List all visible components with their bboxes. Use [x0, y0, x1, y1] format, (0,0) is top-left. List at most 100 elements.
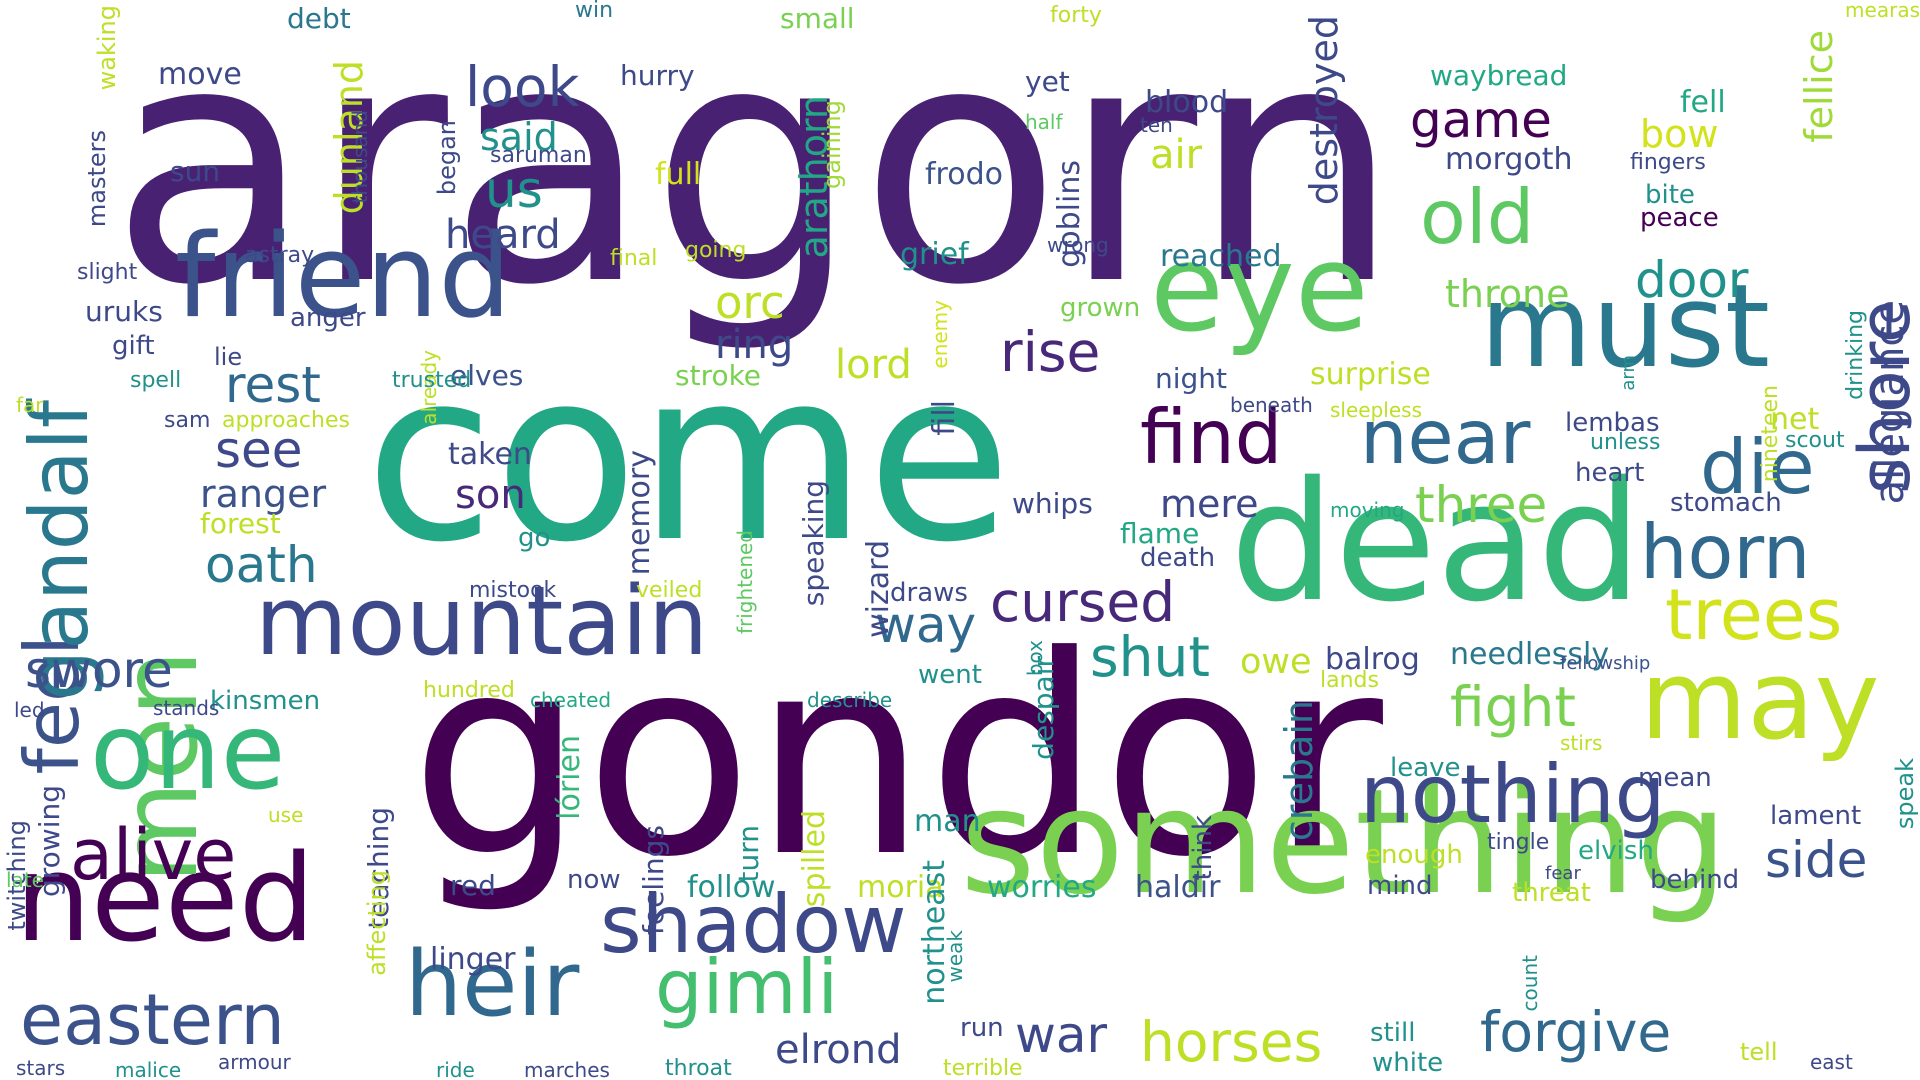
word-waking: waking — [93, 5, 121, 91]
word-think: think — [1188, 815, 1218, 881]
word-stirs: stirs — [1560, 731, 1603, 755]
word-nothing: nothing — [1360, 748, 1666, 841]
word-threat: threat — [1512, 878, 1591, 908]
word-gondor: gondor — [410, 597, 1383, 917]
word-enemy: enemy — [928, 300, 952, 369]
word-peace: peace — [1640, 203, 1719, 233]
word-led: led — [14, 698, 45, 722]
word-approaches: approaches — [222, 408, 350, 433]
word-air: air — [1150, 132, 1203, 178]
word-still: still — [1370, 1018, 1416, 1048]
word-eye: eye — [1150, 220, 1369, 359]
word-fellice: fellice — [1797, 30, 1841, 143]
word-leave: leave — [1390, 753, 1461, 783]
word-must: must — [1480, 260, 1770, 394]
word-near: near — [1360, 393, 1531, 481]
word-mind: mind — [1367, 871, 1433, 901]
word-astray: astray — [245, 243, 315, 268]
word-friend: friend — [175, 210, 512, 344]
word-stands: stands — [153, 696, 220, 720]
word-way: way — [875, 596, 977, 654]
word-swore: swore — [25, 641, 173, 699]
word-behind: behind — [1650, 865, 1740, 895]
word-bite: bite — [1645, 180, 1695, 210]
word-death: death — [1140, 543, 1216, 573]
word-ride: ride — [436, 1058, 475, 1080]
word-unless: unless — [1590, 430, 1661, 455]
word-sam: sam — [164, 408, 211, 433]
word-move: move — [158, 57, 242, 92]
word-fear: fear — [1545, 863, 1581, 884]
word-going: going — [685, 238, 747, 263]
word-morgoth: morgoth — [1445, 142, 1573, 177]
word-marches: marches — [524, 1058, 610, 1080]
word-masters: masters — [83, 130, 111, 228]
word-game: game — [1410, 91, 1552, 149]
word-surprise: surprise — [1310, 357, 1431, 392]
word-run: run — [960, 1013, 1004, 1043]
word-go: go — [518, 523, 551, 553]
word-whips: whips — [1012, 487, 1093, 520]
word-mean: mean — [1638, 763, 1712, 793]
word-lorien: lórien — [552, 735, 587, 820]
word-red: red — [450, 869, 496, 902]
word-mistook: mistook — [469, 578, 557, 603]
word-reached: reached — [1160, 239, 1282, 274]
word-owe: owe — [1240, 642, 1312, 682]
word-malice: malice — [115, 1058, 182, 1080]
word-gimli: gimli — [655, 943, 839, 1031]
word-spilled: spilled — [797, 810, 832, 908]
word-stomach: stomach — [1670, 488, 1782, 518]
word-need: need — [15, 830, 315, 969]
word-frodo: frodo — [925, 157, 1003, 192]
word-die: die — [1700, 423, 1815, 511]
word-door: door — [1635, 251, 1749, 309]
word-flame: flame — [1120, 517, 1200, 550]
word-rise: rise — [1000, 320, 1101, 384]
word-dead: dead — [1230, 446, 1643, 638]
word-gift: gift — [112, 331, 155, 361]
word-elrond: elrond — [775, 1027, 902, 1073]
word-son: son — [455, 472, 526, 518]
word-began: began — [433, 120, 461, 196]
word-count: count — [1518, 955, 1542, 1012]
word-shadow: shadow — [600, 878, 907, 971]
word-armour: armour — [218, 1050, 291, 1074]
word-eastern: eastern — [20, 979, 285, 1061]
word-heir: heir — [405, 932, 580, 1037]
word-gaining: gaining — [818, 100, 846, 189]
word-needlessly: needlessly — [1450, 637, 1610, 672]
word-may: may — [1640, 636, 1880, 764]
word-debt: debt — [287, 2, 351, 35]
word-stars: stars — [16, 1056, 66, 1080]
word-beneath: beneath — [1230, 393, 1313, 417]
word-forest: forest — [200, 507, 281, 540]
word-terrible: terrible — [943, 1056, 1023, 1080]
word-final: final — [610, 246, 658, 271]
word-thousand: thousand — [348, 110, 372, 204]
word-saruman: saruman — [490, 143, 587, 168]
word-far: far — [16, 393, 44, 417]
word-come: come — [365, 321, 1012, 594]
word-nineteen: nineteen — [1758, 385, 1783, 483]
word-worries: worries — [987, 870, 1097, 905]
word-moving: moving — [1330, 498, 1405, 522]
word-affecting: affecting — [363, 870, 391, 976]
word-kinsmen: kinsmen — [210, 686, 321, 716]
word-side: side — [1765, 831, 1868, 889]
word-find: find — [1140, 393, 1283, 481]
word-old: old — [1420, 173, 1535, 261]
word-speak: speak — [1891, 758, 1919, 830]
word-haldir: haldir — [1135, 870, 1221, 905]
word-drinking: drinking — [1843, 310, 1868, 400]
word-taken: taken — [448, 437, 532, 472]
word-horn: horn — [1640, 508, 1811, 596]
word-elvish: elvish — [1578, 836, 1654, 866]
word-draws: draws — [890, 578, 968, 608]
word-see: see — [215, 421, 303, 479]
word-went: went — [918, 660, 982, 690]
word-win: win — [575, 0, 614, 23]
word-crebain: crebain — [1277, 700, 1321, 842]
word-grown: grown — [1060, 293, 1141, 323]
word-ranger: ranger — [200, 472, 327, 516]
